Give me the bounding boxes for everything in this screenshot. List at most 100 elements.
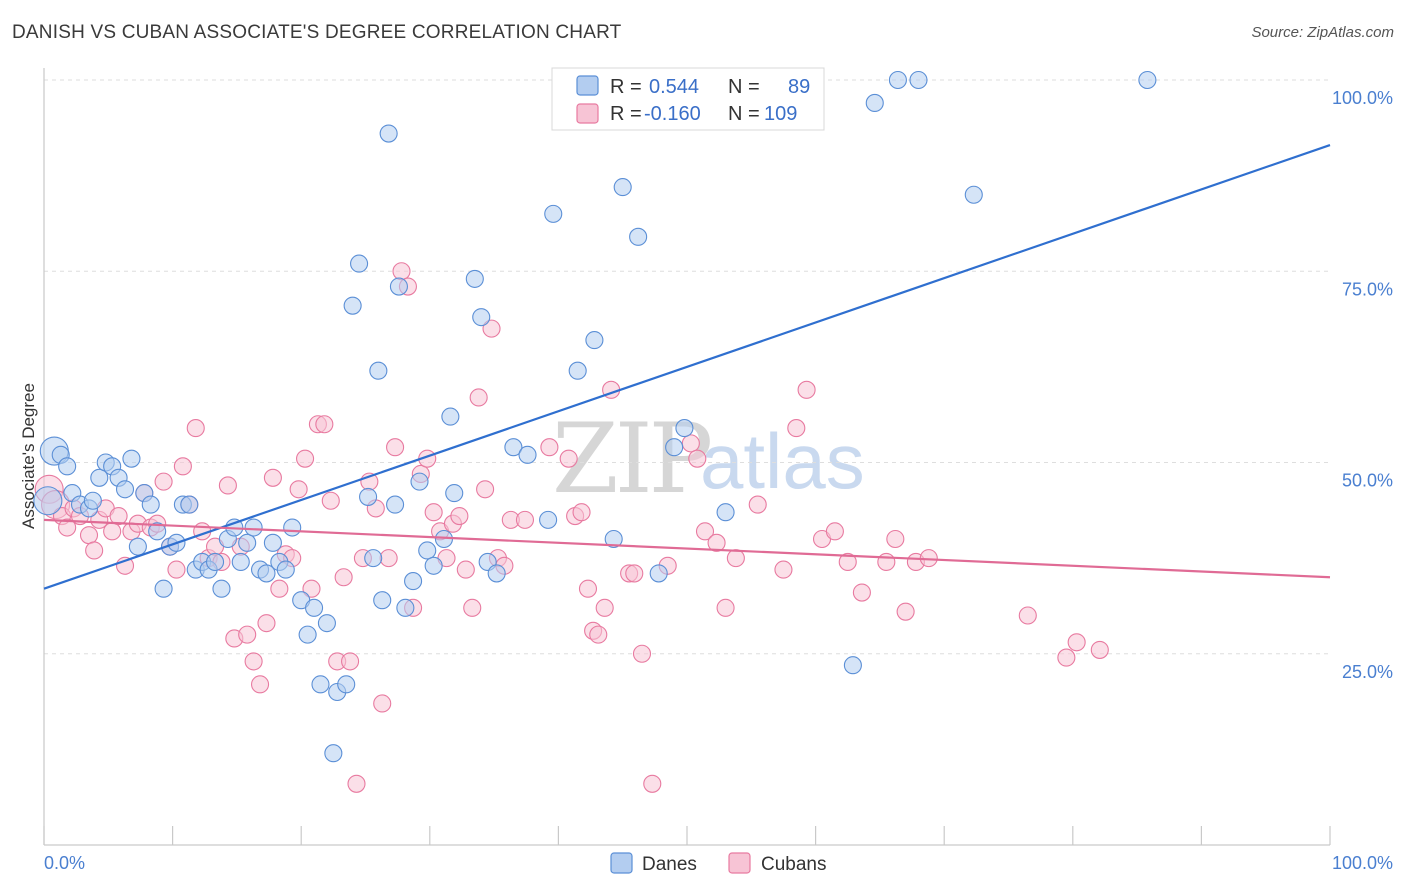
danes-r-label: R = (610, 76, 642, 98)
danes-point (445, 484, 464, 503)
cubans-point (250, 675, 270, 694)
danes-point (359, 487, 378, 506)
danes-trend-line (43, 143, 1331, 590)
cubans-point (877, 552, 896, 572)
danes-point (83, 491, 102, 510)
cubans-point (386, 438, 405, 457)
danes-point (649, 564, 668, 583)
cubans-point (632, 644, 652, 663)
cubans-legend-swatch (576, 103, 599, 124)
cubans-point (896, 602, 915, 621)
cubans-trend-line (43, 518, 1331, 579)
cubans-point (643, 774, 662, 793)
cubans-point (476, 480, 495, 499)
cubans-point (469, 388, 488, 407)
danes-point (441, 407, 460, 426)
danes-point (888, 70, 907, 90)
stats-legend: R = 0.544 N = 89 R = -0.160 N = 109 (551, 67, 825, 131)
trend-lines (43, 143, 1331, 590)
danes-point (544, 204, 563, 223)
danes-point (305, 598, 324, 617)
cubans-point (515, 510, 535, 529)
danes-point (909, 70, 928, 90)
danes-point (389, 277, 408, 296)
cubans-point (589, 625, 608, 644)
cubans-point (572, 503, 591, 522)
cubans-point (450, 506, 469, 526)
cubans-point (1067, 633, 1086, 652)
y-tick-label: 25.0% (1342, 662, 1393, 682)
danes-point (90, 468, 109, 487)
cubans-point (774, 560, 793, 579)
cubans-point (456, 560, 475, 579)
danes-point (843, 656, 862, 675)
cubans-point (347, 774, 366, 793)
danes-point (404, 572, 423, 591)
danes-point (263, 533, 282, 552)
y-tick-label: 100.0% (1332, 88, 1393, 108)
cubans-point (289, 480, 308, 499)
y-tick-labels: 25.0% 50.0% 75.0% 100.0% (1332, 88, 1393, 682)
cubans-point (625, 564, 644, 583)
danes-bottom-label: Danes (642, 854, 697, 875)
cubans-point (302, 579, 321, 598)
danes-point (212, 579, 231, 598)
cubans-point (315, 415, 334, 434)
chart-title: DANISH VS CUBAN ASSOCIATE'S DEGREE CORRE… (12, 22, 622, 43)
danes-point (257, 564, 276, 583)
danes-point (665, 438, 684, 457)
danes-point (337, 675, 356, 694)
danes-point (311, 675, 330, 694)
danes-point (276, 560, 295, 579)
danes-point (148, 522, 167, 541)
danes-point (364, 549, 383, 568)
cubans-point (218, 476, 237, 495)
danes-point (568, 361, 587, 380)
watermark-atlas: atlas (700, 417, 865, 505)
cubans-point (578, 579, 598, 598)
danes-point (324, 744, 343, 763)
danes-r-value: 0.544 (649, 76, 699, 98)
cubans-point (186, 419, 205, 438)
cubans-point (681, 434, 700, 453)
cubans-r-label: R = (610, 103, 642, 125)
cubans-point (85, 541, 104, 560)
danes-point (472, 308, 491, 327)
cubans-point (109, 506, 128, 526)
danes-point (283, 518, 302, 537)
y-tick-label: 50.0% (1342, 471, 1393, 491)
x-ticks (43, 826, 1331, 845)
danes-point (964, 185, 983, 204)
danes-point (238, 533, 257, 552)
cubans-point (797, 380, 816, 399)
danes-point (424, 556, 443, 575)
source-credit: Source: ZipAtlas.com (1251, 24, 1394, 41)
cubans-point (540, 438, 559, 457)
y-axis-label: Associate's Degree (19, 383, 38, 529)
cubans-point (321, 491, 340, 510)
danes-bottom-swatch (610, 852, 633, 874)
cubans-point (154, 472, 173, 491)
cubans-point (263, 468, 282, 487)
cubans-point (559, 449, 578, 468)
cubans-point (1057, 648, 1076, 667)
cubans-point (296, 449, 315, 468)
x-tick-label-min: 0.0% (44, 853, 85, 873)
danes-point (128, 537, 147, 556)
danes-point (141, 495, 160, 514)
danes-point (386, 495, 405, 514)
cubans-point (1018, 606, 1037, 625)
cubans-point (482, 319, 501, 338)
cubans-point (695, 522, 715, 541)
danes-point (33, 486, 63, 516)
danes-point (604, 529, 623, 549)
danes-point (487, 564, 506, 583)
danes-point (518, 445, 537, 464)
danes-n-value: 89 (788, 76, 810, 98)
cubans-point (595, 598, 614, 617)
cubans-r-value: -0.160 (644, 103, 701, 125)
cubans-point (270, 579, 289, 598)
danes-n-label: N = (728, 76, 760, 98)
danes-point (629, 227, 648, 246)
